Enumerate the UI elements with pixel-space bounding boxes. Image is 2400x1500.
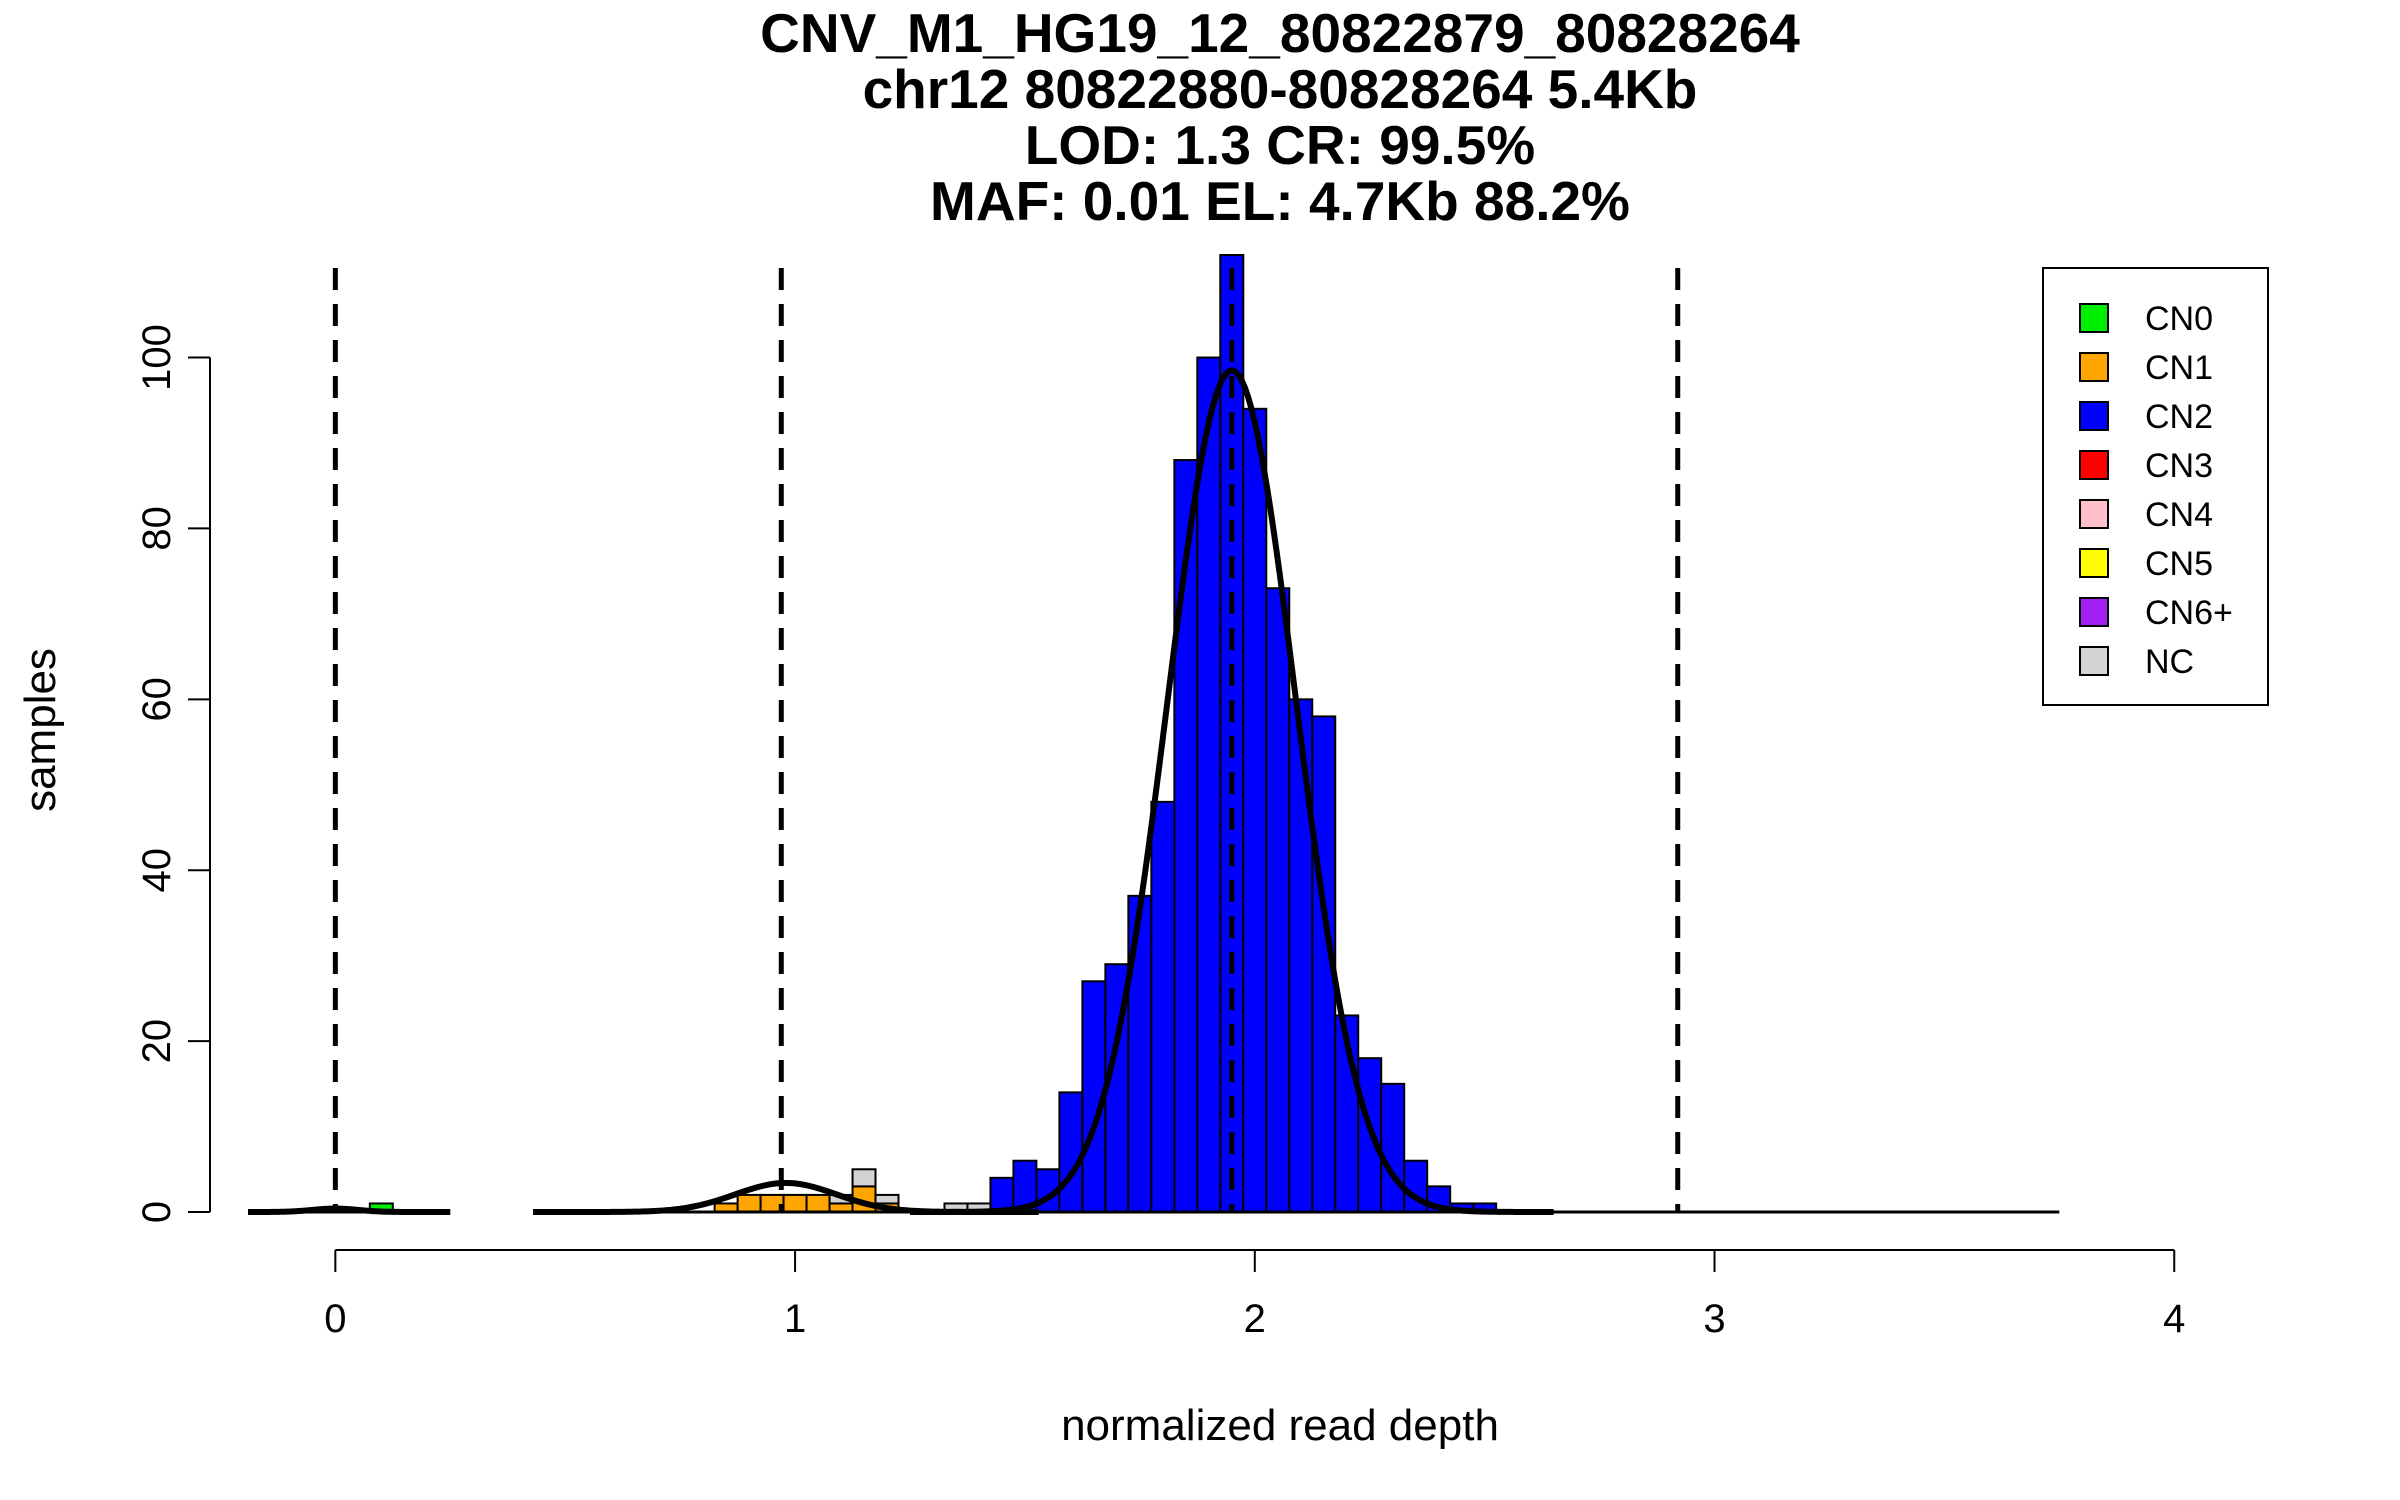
legend-swatch-cn6plus	[2079, 597, 2109, 627]
legend-label-cn1: CN1	[2145, 349, 2213, 387]
bar-cn1-4	[805, 1193, 831, 1214]
title-line-4: MAF: 0.01 EL: 4.7Kb 88.2%	[930, 170, 1630, 232]
y-axis-label: samples	[16, 648, 65, 812]
x-tick-label-1: 1	[784, 1297, 806, 1341]
title-line-2: chr12 80822880-80828264 5.4Kb	[863, 58, 1698, 120]
bar-cn1-1	[736, 1193, 762, 1214]
x-tick-label-2: 2	[1244, 1297, 1266, 1341]
legend-swatch-cn4	[2079, 499, 2109, 529]
y-tick-label-3: 60	[135, 677, 179, 722]
title-line-1: CNV_M1_HG19_12_80822879_80828264	[760, 2, 1800, 64]
threshold-lines	[332, 268, 1681, 1212]
legend-label-cn5: CN5	[2145, 545, 2213, 583]
legend-label-cn0: CN0	[2145, 300, 2213, 338]
x-axis-label: normalized read depth	[1061, 1401, 1499, 1450]
bar-cn2-13	[1288, 698, 1314, 1213]
legend-swatch-cn2	[2079, 401, 2109, 431]
fit-curves	[248, 367, 1554, 1215]
bar-nc-2	[874, 1193, 900, 1205]
y-tick-label-5: 100	[135, 324, 179, 391]
legend-label-cn3: CN3	[2145, 447, 2213, 485]
legend-swatch-cn5	[2079, 548, 2109, 578]
title-line-3: LOD: 1.3 CR: 99.5%	[1025, 114, 1535, 176]
x-tick-label-4: 4	[2163, 1297, 2185, 1341]
y-tick-label-0: 0	[135, 1201, 179, 1223]
x-tick-label-3: 3	[1703, 1297, 1725, 1341]
x-tick-label-0: 0	[324, 1297, 346, 1341]
legend-swatch-nc	[2079, 646, 2109, 676]
legend-swatch-cn0	[2079, 303, 2109, 333]
legend-label-nc: NC	[2145, 643, 2194, 681]
bar-cn2-7	[1150, 800, 1176, 1213]
y-tick-label-4: 80	[135, 506, 179, 551]
y-tick-label-1: 20	[135, 1019, 179, 1064]
bar-nc-1	[851, 1168, 877, 1188]
legend-label-cn4: CN4	[2145, 496, 2213, 534]
bar-cn2-11	[1242, 407, 1268, 1213]
bar-cn1-3	[782, 1193, 808, 1214]
legend-box	[2042, 267, 2269, 706]
histogram-bars	[368, 254, 1498, 1214]
legend: CN0 CN1 CN2 CN3 CN4 CN5 CN6+ NC	[2042, 267, 2269, 706]
legend-swatch-cn1	[2079, 352, 2109, 382]
bar-cn2-17	[1380, 1082, 1406, 1213]
legend-swatch-cn3	[2079, 450, 2109, 480]
fit-curve-1	[248, 1205, 451, 1215]
legend-label-cn6plus: CN6+	[2145, 594, 2233, 632]
bar-cn2-9	[1196, 356, 1222, 1213]
y-tick-label-2: 40	[135, 848, 179, 893]
legend-label-cn2: CN2	[2145, 398, 2213, 436]
fit-curve-3	[910, 367, 1554, 1215]
bar-cn2-3	[1058, 1091, 1084, 1213]
bar-cn2-12	[1265, 587, 1291, 1213]
